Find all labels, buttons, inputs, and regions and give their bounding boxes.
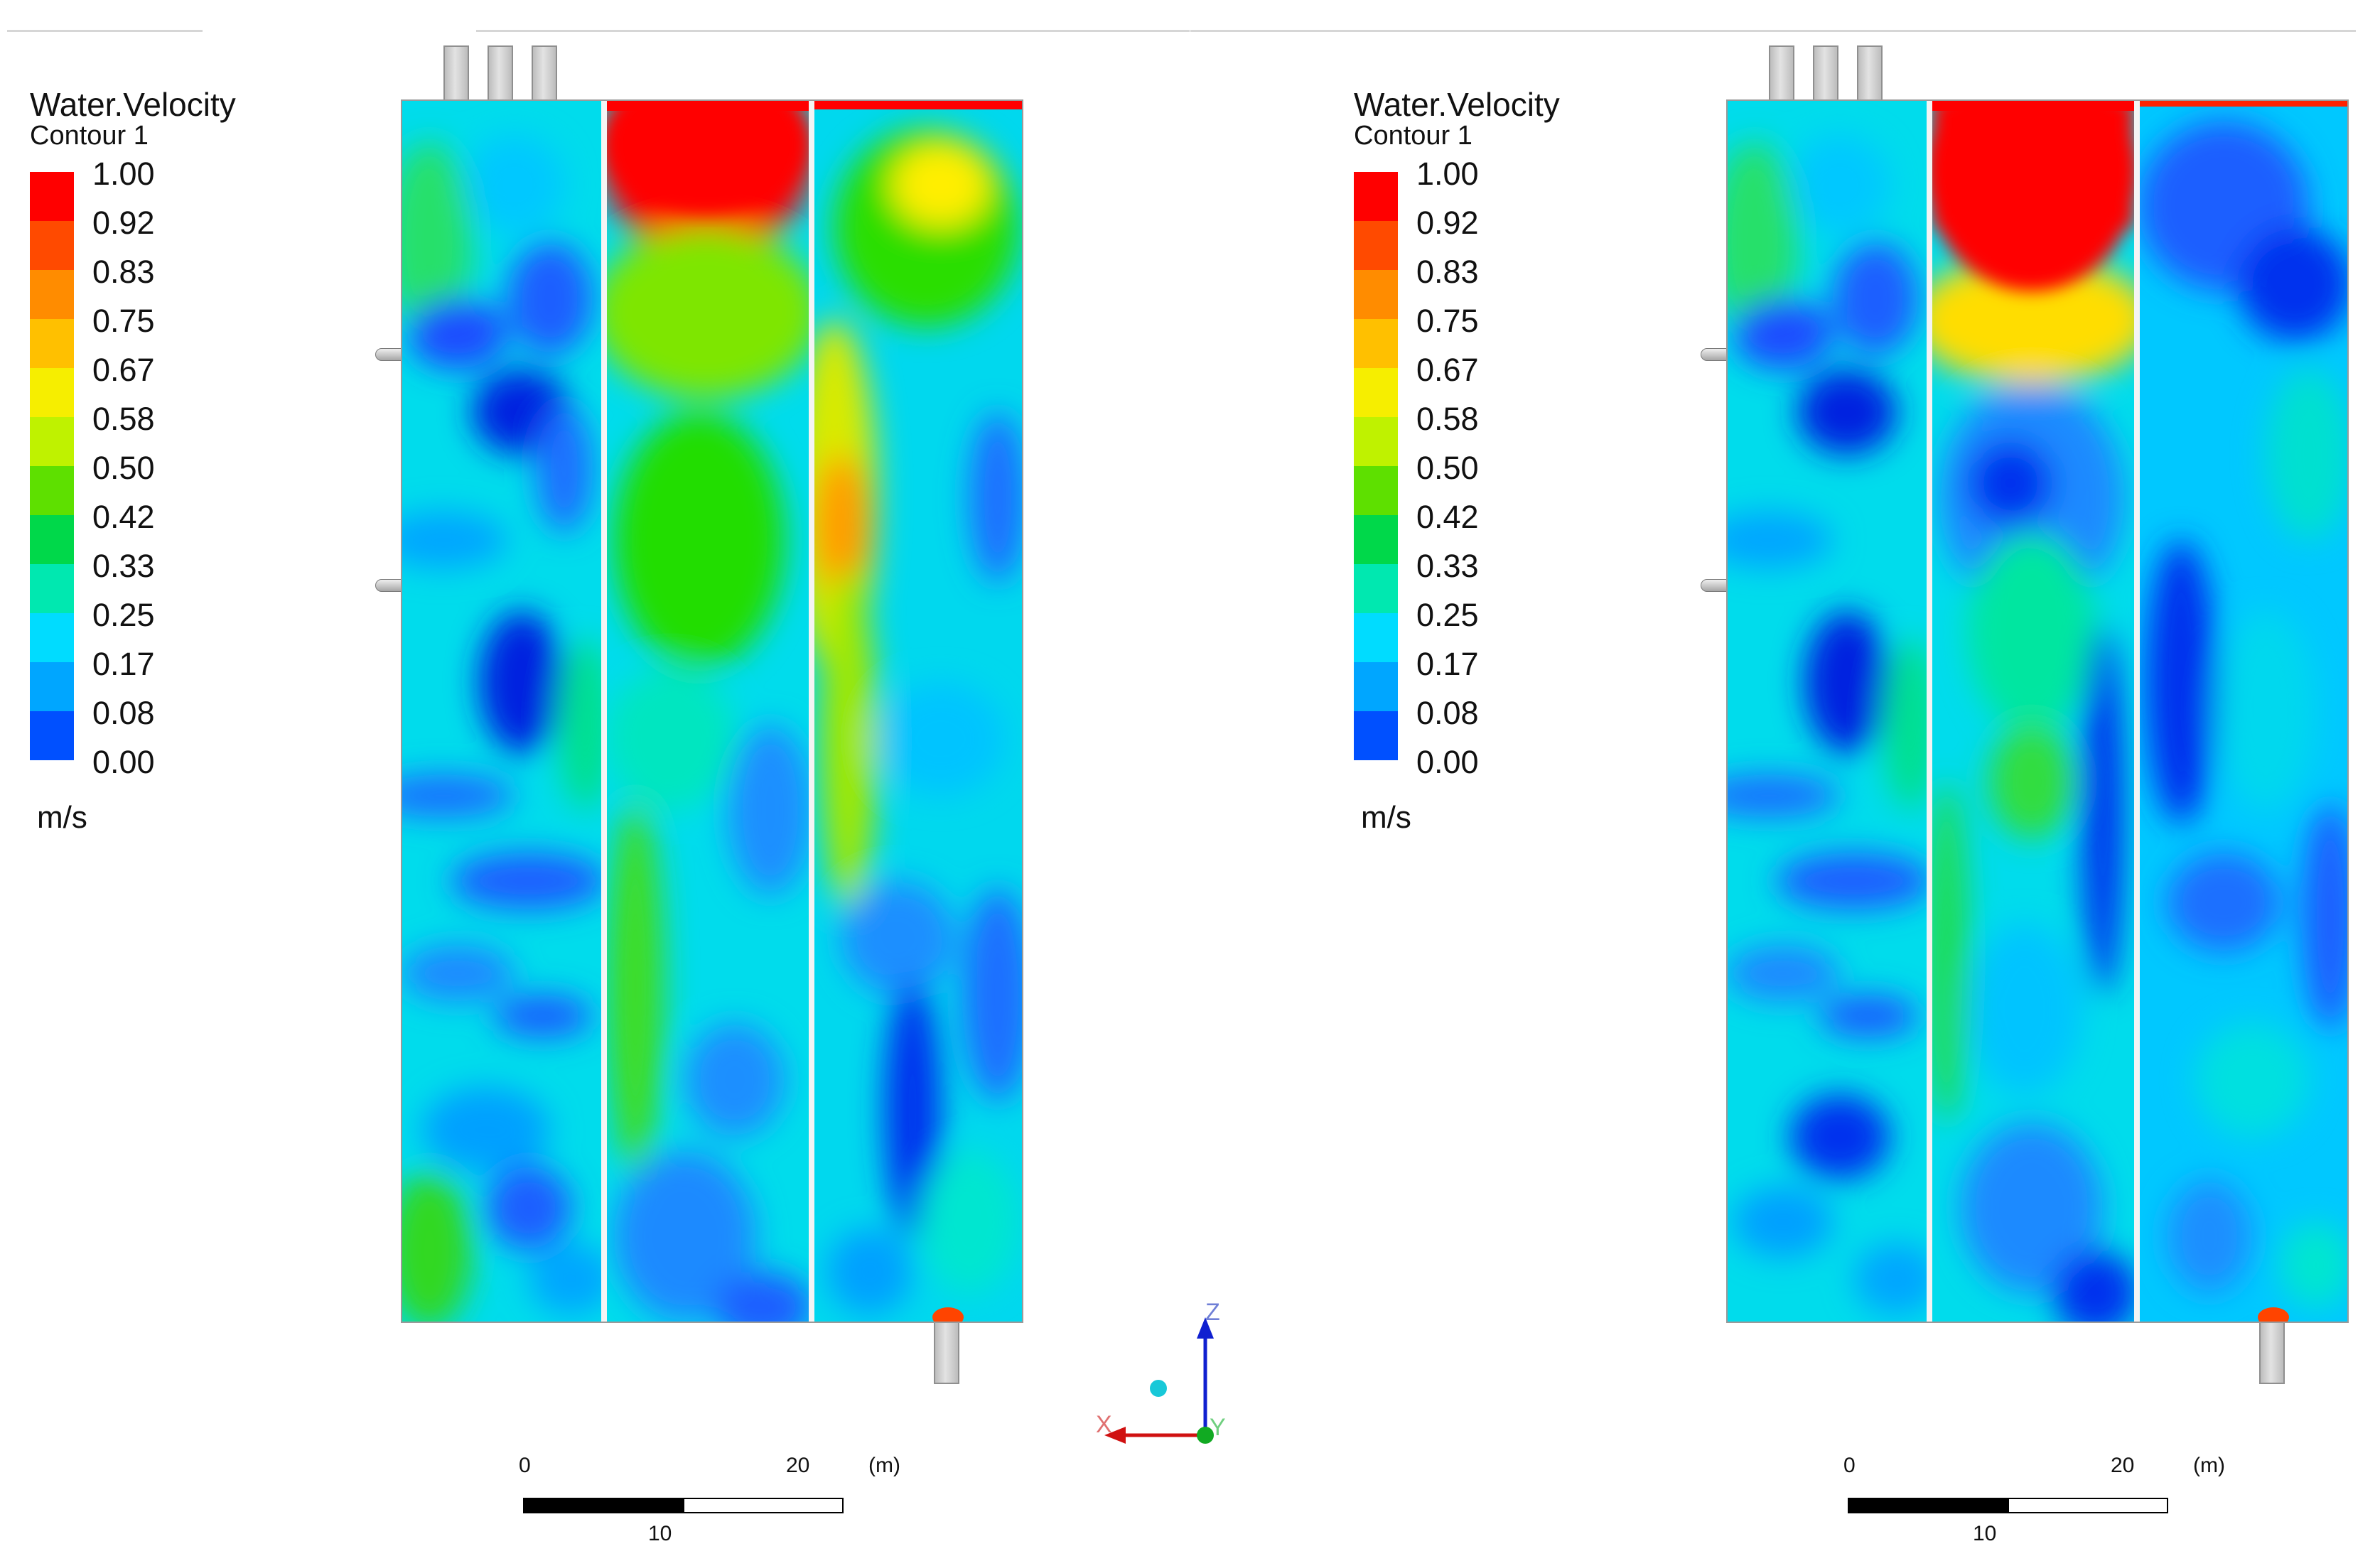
legend-tick: 0.67	[92, 352, 155, 388]
axes-triad: Z X Y	[1094, 1293, 1226, 1449]
scale-label-end: 20	[2111, 1454, 2135, 1477]
tank-contour	[401, 99, 1023, 1323]
scale-unit: (m)	[868, 1454, 900, 1477]
outlet-pipe	[2259, 1319, 2285, 1384]
top-divider	[476, 30, 1190, 32]
legend-tick: 0.67	[1416, 352, 1479, 388]
legend-tick: 0.25	[1416, 597, 1479, 633]
legend-tick: 0.08	[1416, 695, 1479, 731]
legend-title: Water.Velocity	[1354, 86, 1560, 123]
scale-unit: (m)	[2193, 1454, 2225, 1477]
top-divider	[7, 30, 203, 32]
scale-bar-white	[2008, 1498, 2168, 1513]
legend-tick: 0.00	[1416, 744, 1479, 780]
velocity-legend: Water.Velocity Contour 1 1.00 0.92 0.83 …	[30, 84, 300, 837]
scale-label-start: 0	[519, 1454, 531, 1477]
legend-tick: 0.75	[92, 303, 155, 339]
inlet-pipe	[443, 45, 469, 102]
axis-y-label: Y	[1210, 1414, 1226, 1441]
legend-tick: 0.50	[1416, 450, 1479, 486]
scale-label-start: 0	[1843, 1454, 1856, 1477]
scale-label-end: 20	[786, 1454, 810, 1477]
legend-tick: 0.08	[92, 695, 155, 731]
axis-z-label: Z	[1205, 1299, 1220, 1326]
inlet-pipe	[488, 45, 513, 102]
legend-tick: 0.58	[92, 401, 155, 437]
legend-tick: 0.00	[92, 744, 155, 780]
scale-bar-white	[683, 1498, 844, 1513]
right-panel: Water.Velocity Contour 1 1.00 0.92 0.83 …	[1190, 0, 2380, 1556]
legend-subtitle: Contour 1	[1354, 121, 1472, 151]
legend-tick: 0.83	[92, 254, 155, 290]
axes-triad-graphic	[1104, 1317, 1214, 1444]
left-panel: Water.Velocity Contour 1 1.00 0.92 0.83 …	[7, 30, 1190, 1545]
velocity-legend: Water.Velocity Contour 1 1.00 0.92 0.83 …	[1354, 84, 1624, 837]
tank-contour	[1726, 99, 2349, 1323]
axis-x-label: X	[1096, 1411, 1112, 1438]
legend-tick: 1.00	[92, 156, 155, 192]
inlet-pipe	[1813, 45, 1838, 102]
legend-title: Water.Velocity	[30, 86, 236, 123]
inlet-pipe	[532, 45, 557, 102]
legend-tick: 0.42	[92, 499, 155, 535]
scale-bar-black	[523, 1498, 683, 1513]
outlet-pipe	[934, 1319, 959, 1384]
legend-tick: 0.75	[1416, 303, 1479, 339]
legend-units: m/s	[37, 800, 87, 835]
velocity-contour-plot	[401, 99, 1023, 1323]
scale-label-mid: 10	[648, 1522, 672, 1545]
scale-label-mid: 10	[1973, 1522, 1997, 1545]
top-divider	[1190, 30, 2356, 32]
legend-tick: 0.58	[1416, 401, 1479, 437]
legend-tick: 0.33	[1416, 548, 1479, 584]
legend-tick: 0.92	[1416, 205, 1479, 241]
legend-tick: 0.25	[92, 597, 155, 633]
velocity-contour-plot	[1726, 99, 2349, 1323]
legend-colorbar	[1354, 172, 1398, 760]
scale-bar: 0 20 (m) 10	[519, 1454, 900, 1545]
legend-tick: 0.17	[1416, 646, 1479, 682]
scale-bar-black	[1848, 1498, 2008, 1513]
legend-colorbar	[30, 172, 74, 760]
scale-bar: 0 20 (m) 10	[1843, 1454, 2225, 1545]
legend-units: m/s	[1361, 800, 1411, 835]
inlet-pipe	[1857, 45, 1883, 102]
legend-tick: 1.00	[1416, 156, 1479, 192]
legend-subtitle: Contour 1	[30, 121, 149, 151]
legend-tick: 0.50	[92, 450, 155, 486]
legend-tick: 0.33	[92, 548, 155, 584]
legend-tick: 0.92	[92, 205, 155, 241]
legend-tick: 0.17	[92, 646, 155, 682]
legend-tick: 0.83	[1416, 254, 1479, 290]
inlet-pipe	[1769, 45, 1794, 102]
legend-tick: 0.42	[1416, 499, 1479, 535]
